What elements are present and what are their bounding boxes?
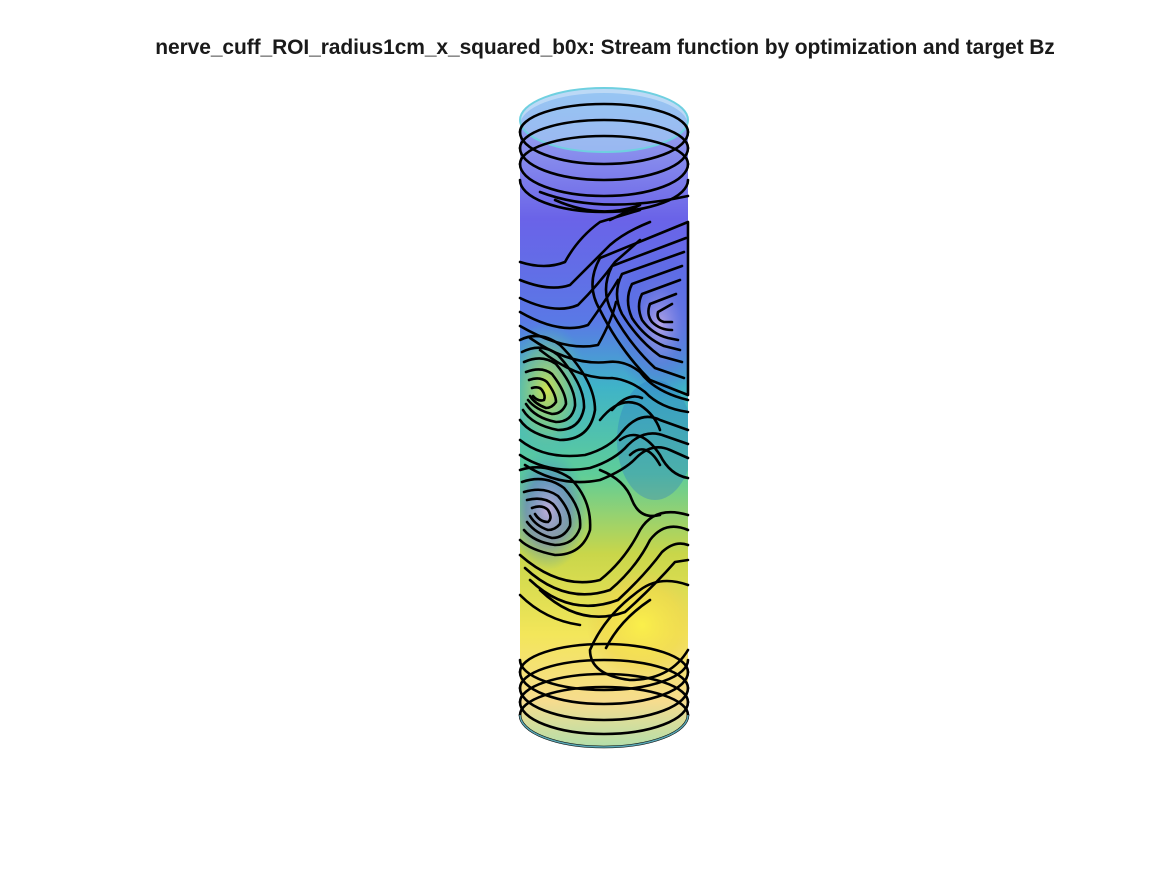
cylinder-bottom-rim bbox=[519, 714, 689, 748]
stream-function-contours bbox=[518, 102, 690, 749]
cylinder-surface bbox=[520, 93, 688, 747]
figure-title: nerve_cuff_ROI_radius1cm_x_squared_b0x: … bbox=[155, 36, 1055, 59]
